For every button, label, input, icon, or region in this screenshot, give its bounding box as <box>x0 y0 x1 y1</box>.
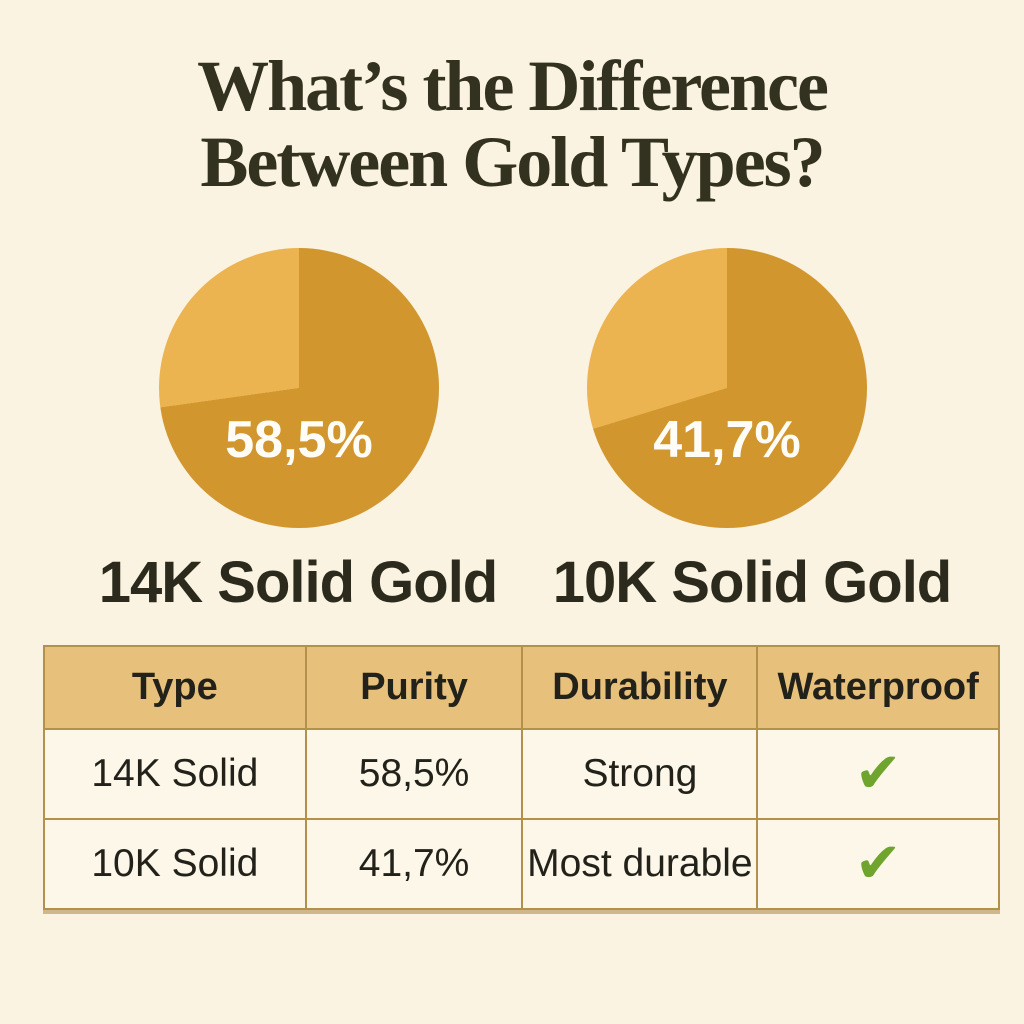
table-header-row: Type Purity Durability Waterproof <box>43 645 1000 730</box>
cell-waterproof-10k: ✔ <box>756 818 1000 910</box>
cell-durability-14k: Strong <box>521 728 759 820</box>
column-header-type: Type <box>43 645 307 730</box>
title-line-2: Between Gold Types? <box>200 122 825 203</box>
comparison-table: Type Purity Durability Waterproof 14K So… <box>43 645 1000 910</box>
pie-value-label-14k: 58,5% <box>225 411 373 469</box>
pie-chart-10k: 41,7% <box>587 248 867 528</box>
column-header-purity: Purity <box>304 645 524 730</box>
page-title: What’s the Difference Between Gold Types… <box>0 48 1024 201</box>
cell-waterproof-14k: ✔ <box>756 728 1000 820</box>
pie-caption-10k: 10K Solid Gold <box>552 550 953 615</box>
table-row-10k: 10K Solid 41,7% Most durable ✔ <box>43 818 1000 910</box>
pie-caption-14k: 14K Solid Gold <box>98 550 499 615</box>
cell-type-10k: 10K Solid <box>43 818 307 910</box>
pie-value-label-10k: 41,7% <box>653 411 801 469</box>
cell-purity-10k: 41,7% <box>304 818 524 910</box>
cell-type-14k: 14K Solid <box>43 728 307 820</box>
column-header-waterproof: Waterproof <box>756 645 1000 730</box>
cell-durability-10k: Most durable <box>521 818 759 910</box>
checkmark-icon: ✔ <box>854 831 902 896</box>
cell-purity-14k: 58,5% <box>304 728 524 820</box>
checkmark-icon: ✔ <box>854 741 902 806</box>
column-header-durability: Durability <box>521 645 759 730</box>
title-line-1: What’s the Difference <box>197 46 829 126</box>
pie-chart-14k: 58,5% <box>159 248 439 528</box>
table-row-14k: 14K Solid 58,5% Strong ✔ <box>43 728 1000 820</box>
